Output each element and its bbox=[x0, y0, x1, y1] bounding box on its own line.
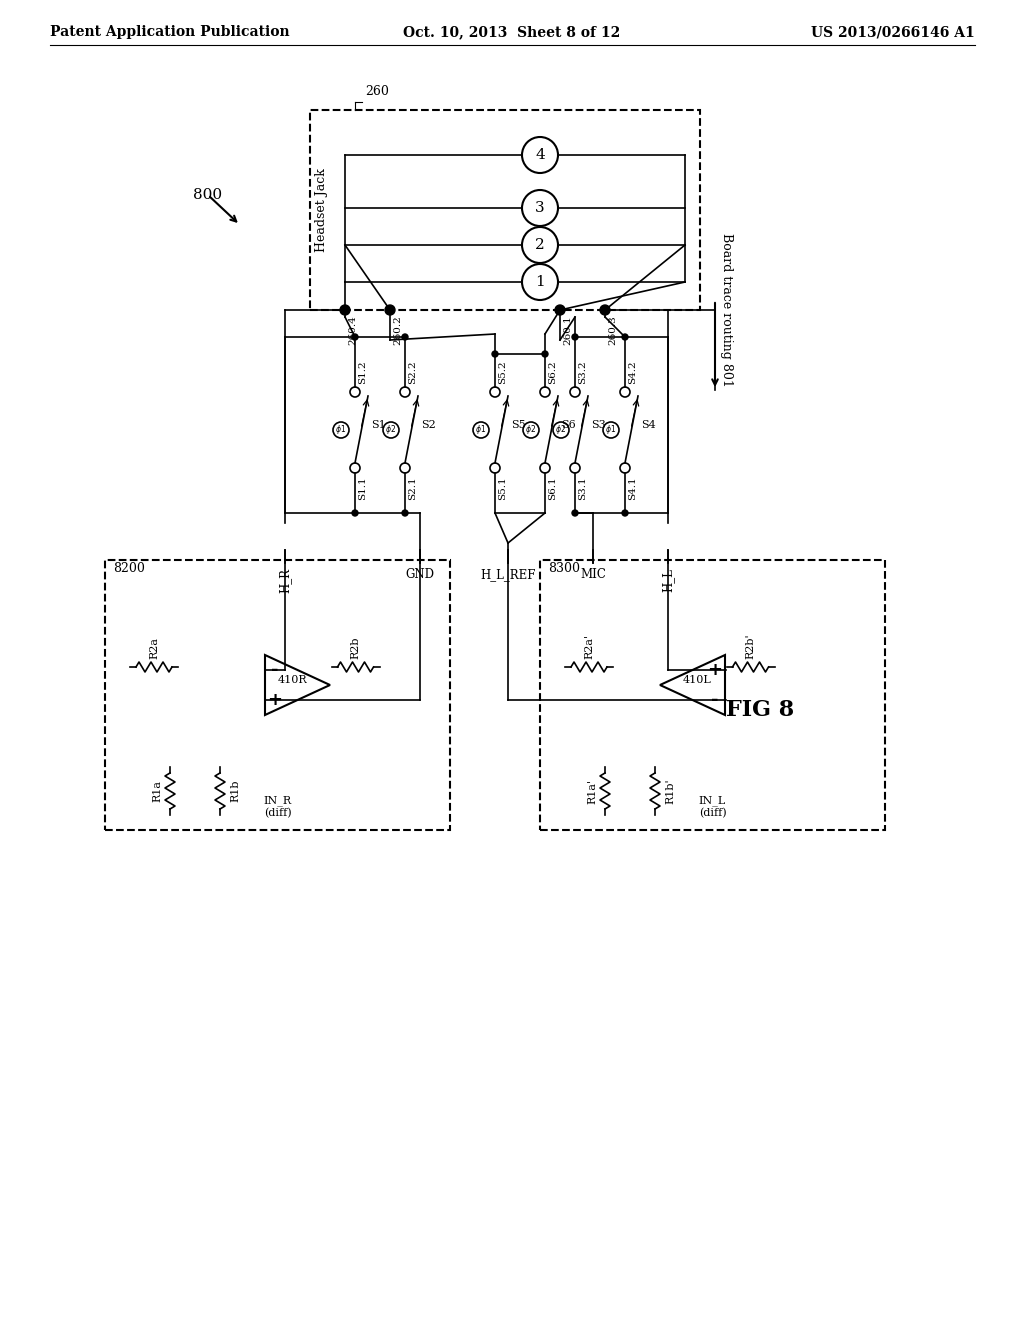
Text: $\phi$1: $\phi$1 bbox=[475, 424, 486, 437]
Text: +: + bbox=[267, 690, 283, 709]
Bar bbox=[310, 110, 700, 310]
Text: S6: S6 bbox=[561, 420, 575, 430]
Text: R2a: R2a bbox=[150, 638, 159, 659]
Circle shape bbox=[492, 351, 498, 356]
Bar bbox=[105, 560, 450, 830]
Text: Patent Application Publication: Patent Application Publication bbox=[50, 25, 290, 40]
Text: S6.1: S6.1 bbox=[548, 477, 557, 500]
Text: S2: S2 bbox=[421, 420, 436, 430]
Text: Board trace routing 801: Board trace routing 801 bbox=[720, 234, 733, 387]
Circle shape bbox=[622, 334, 628, 341]
Text: $\phi$2: $\phi$2 bbox=[385, 424, 396, 437]
Text: H_L: H_L bbox=[662, 568, 675, 591]
Text: 260.2: 260.2 bbox=[393, 315, 402, 345]
Text: S3.1: S3.1 bbox=[578, 477, 587, 500]
Circle shape bbox=[622, 510, 628, 516]
Text: Headset Jack: Headset Jack bbox=[315, 168, 329, 252]
Circle shape bbox=[352, 510, 358, 516]
Text: H_R: H_R bbox=[279, 568, 292, 593]
Text: S5.2: S5.2 bbox=[498, 360, 507, 384]
Text: 8300: 8300 bbox=[548, 562, 580, 576]
Text: S3: S3 bbox=[591, 420, 606, 430]
Text: $\phi$2: $\phi$2 bbox=[525, 424, 537, 437]
Bar bbox=[540, 560, 885, 830]
Text: S1.2: S1.2 bbox=[358, 360, 367, 384]
Text: S5: S5 bbox=[511, 420, 525, 430]
Text: 260.4: 260.4 bbox=[348, 315, 357, 345]
Text: S4.1: S4.1 bbox=[628, 477, 637, 500]
Text: S5.1: S5.1 bbox=[498, 477, 507, 500]
Circle shape bbox=[352, 334, 358, 341]
Text: S1: S1 bbox=[371, 420, 386, 430]
Circle shape bbox=[402, 334, 408, 341]
Circle shape bbox=[542, 351, 548, 356]
Text: S1.1: S1.1 bbox=[358, 477, 367, 500]
Text: S3.2: S3.2 bbox=[578, 360, 587, 384]
Circle shape bbox=[402, 510, 408, 516]
Circle shape bbox=[385, 305, 395, 315]
Circle shape bbox=[600, 305, 610, 315]
Text: 260.3: 260.3 bbox=[608, 315, 617, 345]
Circle shape bbox=[555, 305, 565, 315]
Circle shape bbox=[572, 510, 578, 516]
Text: S4.2: S4.2 bbox=[628, 360, 637, 384]
Circle shape bbox=[340, 305, 350, 315]
Text: 410R: 410R bbox=[278, 675, 307, 685]
Text: US 2013/0266146 A1: US 2013/0266146 A1 bbox=[811, 25, 975, 40]
Text: 4: 4 bbox=[536, 148, 545, 162]
Text: 2: 2 bbox=[536, 238, 545, 252]
Circle shape bbox=[572, 334, 578, 341]
Text: IN_L
(diff): IN_L (diff) bbox=[698, 796, 726, 818]
Text: R1a: R1a bbox=[152, 780, 162, 803]
Text: -: - bbox=[712, 690, 719, 709]
Text: MIC: MIC bbox=[580, 568, 606, 581]
Text: IN_R
(diff): IN_R (diff) bbox=[263, 796, 292, 818]
Text: S2.2: S2.2 bbox=[408, 360, 417, 384]
Text: -: - bbox=[271, 661, 279, 678]
Text: R1b: R1b bbox=[230, 780, 240, 803]
Text: $\phi$2: $\phi$2 bbox=[555, 424, 566, 437]
Text: $\phi$1: $\phi$1 bbox=[336, 424, 346, 437]
Text: 3: 3 bbox=[536, 201, 545, 215]
Text: 1: 1 bbox=[536, 275, 545, 289]
Text: R2b': R2b' bbox=[745, 634, 756, 659]
Text: R2b: R2b bbox=[350, 636, 360, 659]
Text: 800: 800 bbox=[194, 187, 222, 202]
Text: FIG 8: FIG 8 bbox=[726, 700, 795, 721]
Text: +: + bbox=[708, 661, 723, 678]
Text: $\phi$1: $\phi$1 bbox=[605, 424, 616, 437]
Text: 260: 260 bbox=[365, 84, 389, 98]
Text: R1a': R1a' bbox=[587, 779, 597, 804]
Text: S6.2: S6.2 bbox=[548, 360, 557, 384]
Text: Oct. 10, 2013  Sheet 8 of 12: Oct. 10, 2013 Sheet 8 of 12 bbox=[403, 25, 621, 40]
Text: H_L_REF: H_L_REF bbox=[480, 568, 536, 581]
Text: R1b': R1b' bbox=[665, 779, 675, 804]
Text: S2.1: S2.1 bbox=[408, 477, 417, 500]
Text: 8200: 8200 bbox=[113, 562, 144, 576]
Text: 260.1: 260.1 bbox=[563, 315, 572, 345]
Text: GND: GND bbox=[406, 568, 434, 581]
Text: R2a': R2a' bbox=[584, 634, 594, 659]
Text: S4: S4 bbox=[641, 420, 655, 430]
Text: 410L: 410L bbox=[683, 675, 712, 685]
